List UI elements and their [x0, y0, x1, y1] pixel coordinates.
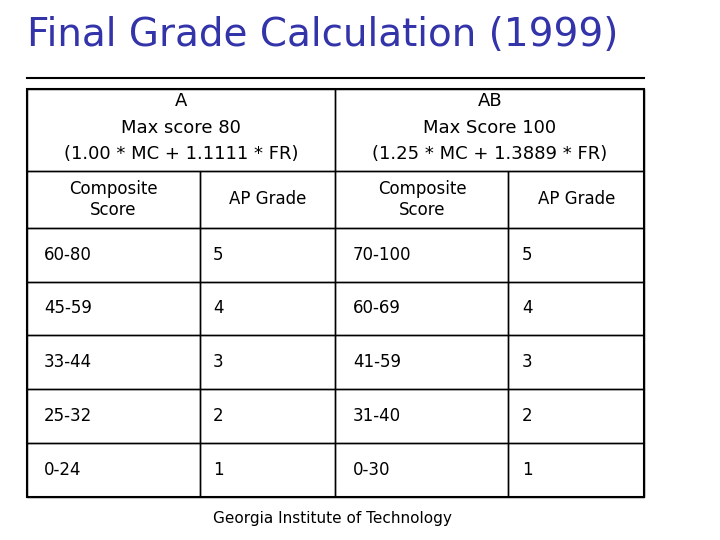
- Text: AP Grade: AP Grade: [538, 190, 615, 208]
- Text: A: A: [175, 92, 187, 110]
- Bar: [199, 281, 336, 335]
- Bar: [199, 443, 336, 497]
- Text: 0-30: 0-30: [353, 461, 390, 479]
- Text: (1.00 * MC + 1.1111 * FR): (1.00 * MC + 1.1111 * FR): [64, 145, 298, 163]
- Bar: [27, 281, 199, 335]
- Text: Composite
Score: Composite Score: [378, 180, 467, 219]
- Bar: [27, 89, 336, 171]
- Bar: [336, 443, 508, 497]
- Text: 1: 1: [213, 461, 224, 479]
- Bar: [336, 281, 508, 335]
- Text: 45-59: 45-59: [44, 300, 91, 318]
- Text: 5: 5: [213, 246, 224, 264]
- Text: 60-69: 60-69: [353, 300, 400, 318]
- Text: 5: 5: [522, 246, 533, 264]
- Text: 31-40: 31-40: [353, 407, 401, 425]
- Text: 33-44: 33-44: [44, 353, 92, 372]
- Bar: [508, 171, 644, 228]
- Text: Max Score 100: Max Score 100: [423, 119, 557, 137]
- Text: 1: 1: [522, 461, 533, 479]
- Bar: [27, 89, 644, 497]
- Bar: [27, 389, 199, 443]
- Bar: [336, 89, 644, 171]
- Bar: [336, 389, 508, 443]
- Text: 3: 3: [522, 353, 533, 372]
- Bar: [508, 335, 644, 389]
- Bar: [508, 228, 644, 281]
- Bar: [508, 389, 644, 443]
- Bar: [27, 228, 199, 281]
- Text: 60-80: 60-80: [44, 246, 91, 264]
- Text: 4: 4: [522, 300, 533, 318]
- Text: Max score 80: Max score 80: [121, 119, 241, 137]
- Bar: [27, 171, 199, 228]
- Text: AP Grade: AP Grade: [229, 190, 306, 208]
- Bar: [199, 228, 336, 281]
- Text: 3: 3: [213, 353, 224, 372]
- Bar: [508, 281, 644, 335]
- Bar: [199, 389, 336, 443]
- Bar: [336, 171, 508, 228]
- Text: (1.25 * MC + 1.3889 * FR): (1.25 * MC + 1.3889 * FR): [372, 145, 608, 163]
- Bar: [27, 335, 199, 389]
- Bar: [199, 335, 336, 389]
- Text: 25-32: 25-32: [44, 407, 92, 425]
- Text: 2: 2: [213, 407, 224, 425]
- Text: 4: 4: [213, 300, 224, 318]
- Text: Georgia Institute of Technology: Georgia Institute of Technology: [212, 511, 451, 526]
- Text: 41-59: 41-59: [353, 353, 401, 372]
- Text: 70-100: 70-100: [353, 246, 411, 264]
- Bar: [336, 228, 508, 281]
- Text: 2: 2: [522, 407, 533, 425]
- Text: 0-24: 0-24: [44, 461, 81, 479]
- Text: Final Grade Calculation (1999): Final Grade Calculation (1999): [27, 16, 618, 54]
- Text: AB: AB: [477, 92, 503, 110]
- Text: Composite
Score: Composite Score: [68, 180, 158, 219]
- Bar: [336, 335, 508, 389]
- Bar: [27, 443, 199, 497]
- Bar: [508, 443, 644, 497]
- Bar: [199, 171, 336, 228]
